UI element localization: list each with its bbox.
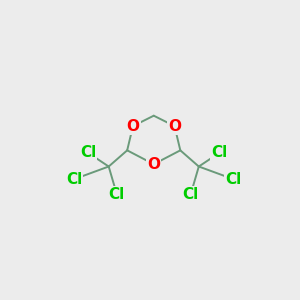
Text: O: O — [147, 157, 160, 172]
Text: O: O — [127, 118, 140, 134]
Text: Cl: Cl — [109, 187, 125, 202]
Text: Cl: Cl — [183, 187, 199, 202]
Text: O: O — [168, 118, 181, 134]
Text: Cl: Cl — [212, 145, 228, 160]
Text: Cl: Cl — [66, 172, 82, 187]
Text: Cl: Cl — [225, 172, 242, 187]
Text: Cl: Cl — [80, 145, 96, 160]
